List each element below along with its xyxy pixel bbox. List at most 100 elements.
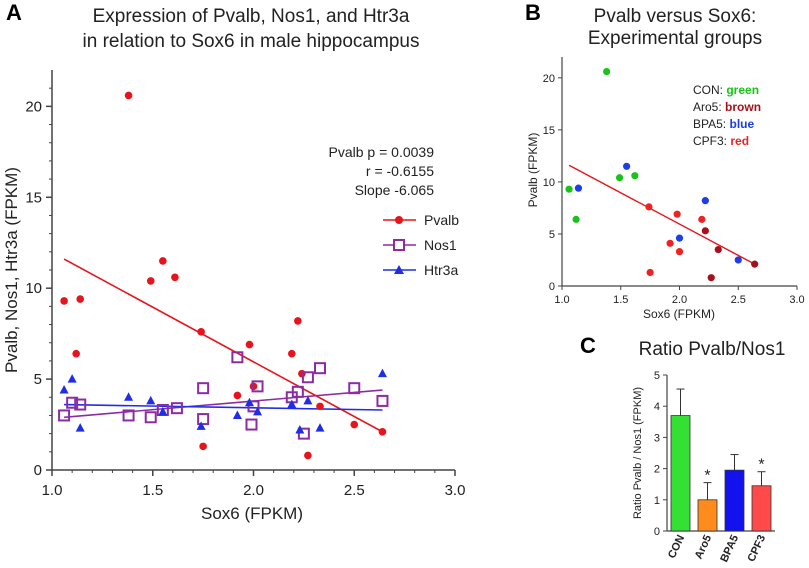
legend-bpa5-label: BPA5: — [693, 117, 726, 131]
panel-b-y-tick-label: 20 — [543, 73, 555, 85]
panel-a-x-tick-label: 2.5 — [344, 482, 365, 499]
panel-a-title-line2: in relation to Sox6 in male hippocampus — [83, 31, 420, 52]
panel-a-point-nos1 — [74, 398, 87, 411]
panel-a-point-nos1 — [247, 400, 260, 413]
panel-a-point-htr3a — [377, 368, 387, 378]
panel-c-x-tick-label: CPF3 — [745, 533, 768, 564]
panel-a-point-pvalb — [304, 451, 312, 460]
panel-a-y-tick-label: 20 — [25, 98, 42, 115]
panel-b-fit-line — [568, 164, 756, 265]
panel-a-point-nos1 — [297, 427, 310, 440]
panel-a-fit-line-nos1 — [64, 389, 383, 419]
panel-a-point-pvalb — [72, 349, 80, 358]
panel-b-y-tick-label: 5 — [549, 229, 555, 241]
panel-b-x-tick-label: 1.5 — [613, 294, 628, 306]
panel-a-point-htr3a — [75, 423, 85, 432]
legend-bpa5-color: blue — [729, 117, 754, 131]
panel-b-point-con — [603, 67, 611, 76]
panel-a-annotation-p: Pvalb p = 0.0039 — [329, 144, 435, 160]
panel-a-point-pvalb — [245, 340, 254, 349]
panel-a-point-pvalb — [287, 349, 296, 358]
panel-c-x-tick-label: Aro5 — [693, 533, 714, 561]
panel-b-point-cpf3 — [698, 215, 706, 223]
panel-c-significance-cpf3: * — [758, 457, 764, 474]
panel-c-title: Ratio Pvalb/Nos1 — [639, 339, 786, 360]
panel-b-y-label: Pvalb (FPKM) — [526, 133, 540, 208]
panel-c-y-tick-label: 3 — [654, 432, 660, 444]
panel-b-point-aro5 — [751, 260, 759, 268]
panel-a-y-tick-label: 15 — [25, 189, 42, 206]
legend-aro5-color: brown — [725, 100, 761, 114]
panel-b-x-tick-label: 3.0 — [789, 294, 804, 306]
panel-a-legend: Pvalb Nos1 Htr3a — [383, 212, 459, 278]
panel-a-x-tick-label: 1.0 — [42, 482, 63, 499]
panel-a-point-pvalb — [199, 442, 207, 451]
legend-nos1-marker — [393, 239, 405, 251]
panel-b-point-cpf3 — [675, 248, 684, 256]
panel-c-x-tick-label: CON — [666, 533, 687, 560]
legend-nos1-label: Nos1 — [424, 237, 457, 253]
panel-c-bar-aro5 — [697, 499, 718, 532]
panel-a-point-pvalb — [316, 402, 324, 411]
panel-a-point-nos1 — [245, 418, 258, 431]
panel-a-point-htr3a — [315, 423, 325, 432]
panel-b-y-tick-label: 10 — [543, 177, 555, 189]
panel-b-point-aro5 — [701, 227, 709, 235]
panel-b-plot: 1.0 1.5 2.0 2.5 3.0 0 5 10 15 20 — [543, 67, 805, 306]
panel-a-point-pvalb — [378, 428, 387, 436]
legend-pvalb-label: Pvalb — [424, 212, 459, 228]
panel-a-point-pvalb — [298, 369, 306, 378]
panel-a-point-pvalb — [294, 317, 302, 325]
panel-a-point-htr3a — [303, 395, 313, 405]
panel-a-point-pvalb — [233, 391, 242, 400]
panel-a-point-htr3a — [253, 406, 263, 416]
panel-c-y-tick-label: 0 — [654, 526, 660, 538]
panel-c: C Ratio Pvalb/Nos1 Ratio Pvalb / Nos1 (F… — [580, 333, 785, 564]
panel-a-point-nos1 — [348, 382, 361, 395]
panel-b-point-bpa5 — [701, 197, 709, 205]
panel-b-point-bpa5 — [623, 162, 631, 170]
panel-a-point-nos1 — [197, 382, 210, 395]
panel-a-x-tick-label: 1.5 — [142, 482, 163, 499]
legend-htr3a-marker — [394, 265, 404, 274]
panel-a-point-nos1 — [291, 385, 304, 398]
panel-b-point-con — [615, 174, 624, 182]
panel-b-point-con — [565, 185, 573, 193]
panel-a-point-pvalb — [350, 420, 359, 429]
panel-a-fit-line-htr3a — [64, 403, 383, 411]
panel-c-y-tick-label: 5 — [654, 370, 660, 382]
panel-a-point-pvalb — [197, 328, 205, 336]
panel-a-point-nos1 — [251, 380, 264, 393]
panel-b-point-cpf3 — [646, 268, 654, 277]
panel-c-x-tick-label: BPA5 — [718, 533, 741, 564]
panel-a-point-nos1 — [231, 351, 244, 364]
panel-b-title-line1: Pvalb versus Sox6: — [594, 6, 757, 27]
panel-c-bar-con — [670, 415, 691, 532]
panel-a-point-htr3a — [59, 385, 69, 394]
legend-pvalb-marker — [395, 216, 403, 224]
panel-b-point-cpf3 — [673, 210, 681, 218]
panel-a: A Expression of Pvalb, Nos1, and Htr3a i… — [2, 0, 465, 523]
panel-a-y-tick-label: 5 — [34, 371, 42, 388]
panel-a-x-tick-label: 2.0 — [243, 482, 264, 499]
legend-con-label: CON: — [693, 83, 723, 97]
panel-a-point-htr3a — [146, 395, 156, 405]
panel-a-point-pvalb — [171, 273, 179, 282]
panel-a-y-tick-label: 0 — [34, 462, 42, 479]
panel-a-y-tick-label: 10 — [25, 280, 42, 297]
panel-a-x-tick-label: 3.0 — [445, 482, 466, 499]
legend-cpf3: CPF3: red — [693, 134, 749, 148]
panel-b-point-bpa5 — [734, 256, 742, 264]
panel-a-point-nos1 — [170, 402, 183, 415]
panel-a-annotation-slope: Slope -6.065 — [355, 182, 435, 198]
panel-a-fit-line-pvalb — [63, 258, 383, 433]
panel-b-y-tick-label: 0 — [549, 281, 555, 293]
panel-b-point-bpa5 — [574, 184, 583, 192]
panel-a-point-pvalb — [76, 295, 85, 303]
legend-cpf3-label: CPF3: — [693, 134, 727, 148]
panel-a-y-label: Pvalb, Nos1, Htr3a (FPKM) — [2, 167, 21, 373]
legend-aro5: Aro5: brown — [693, 100, 761, 114]
panel-a-point-nos1 — [122, 409, 135, 422]
panel-a-letter: A — [6, 0, 22, 25]
